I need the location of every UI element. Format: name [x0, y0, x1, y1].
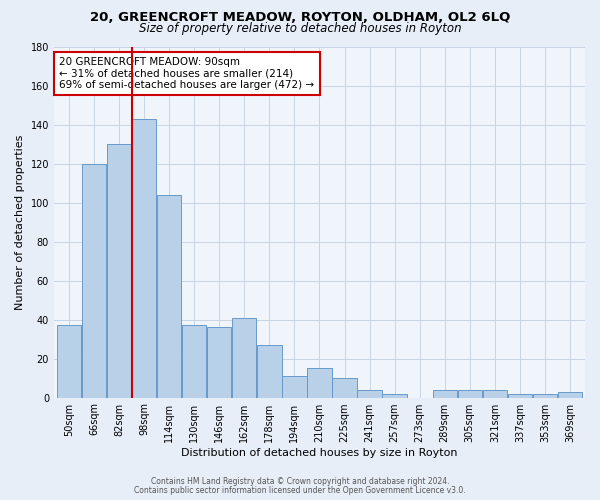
X-axis label: Distribution of detached houses by size in Royton: Distribution of detached houses by size …	[181, 448, 458, 458]
Bar	[533, 394, 557, 398]
Bar	[332, 378, 356, 398]
Bar	[458, 390, 482, 398]
Text: Contains HM Land Registry data © Crown copyright and database right 2024.: Contains HM Land Registry data © Crown c…	[151, 477, 449, 486]
Y-axis label: Number of detached properties: Number of detached properties	[15, 134, 25, 310]
Bar	[307, 368, 332, 398]
Text: Contains public sector information licensed under the Open Government Licence v3: Contains public sector information licen…	[134, 486, 466, 495]
Bar	[232, 318, 256, 398]
Bar	[182, 326, 206, 398]
Bar	[558, 392, 582, 398]
Bar	[433, 390, 457, 398]
Text: 20, GREENCROFT MEADOW, ROYTON, OLDHAM, OL2 6LQ: 20, GREENCROFT MEADOW, ROYTON, OLDHAM, O…	[90, 11, 510, 24]
Bar	[207, 328, 232, 398]
Bar	[82, 164, 106, 398]
Text: 20 GREENCROFT MEADOW: 90sqm
← 31% of detached houses are smaller (214)
69% of se: 20 GREENCROFT MEADOW: 90sqm ← 31% of det…	[59, 57, 314, 90]
Bar	[358, 390, 382, 398]
Text: Size of property relative to detached houses in Royton: Size of property relative to detached ho…	[139, 22, 461, 35]
Bar	[157, 194, 181, 398]
Bar	[382, 394, 407, 398]
Bar	[132, 118, 156, 398]
Bar	[57, 326, 81, 398]
Bar	[257, 345, 281, 398]
Bar	[482, 390, 507, 398]
Bar	[282, 376, 307, 398]
Bar	[508, 394, 532, 398]
Bar	[107, 144, 131, 398]
